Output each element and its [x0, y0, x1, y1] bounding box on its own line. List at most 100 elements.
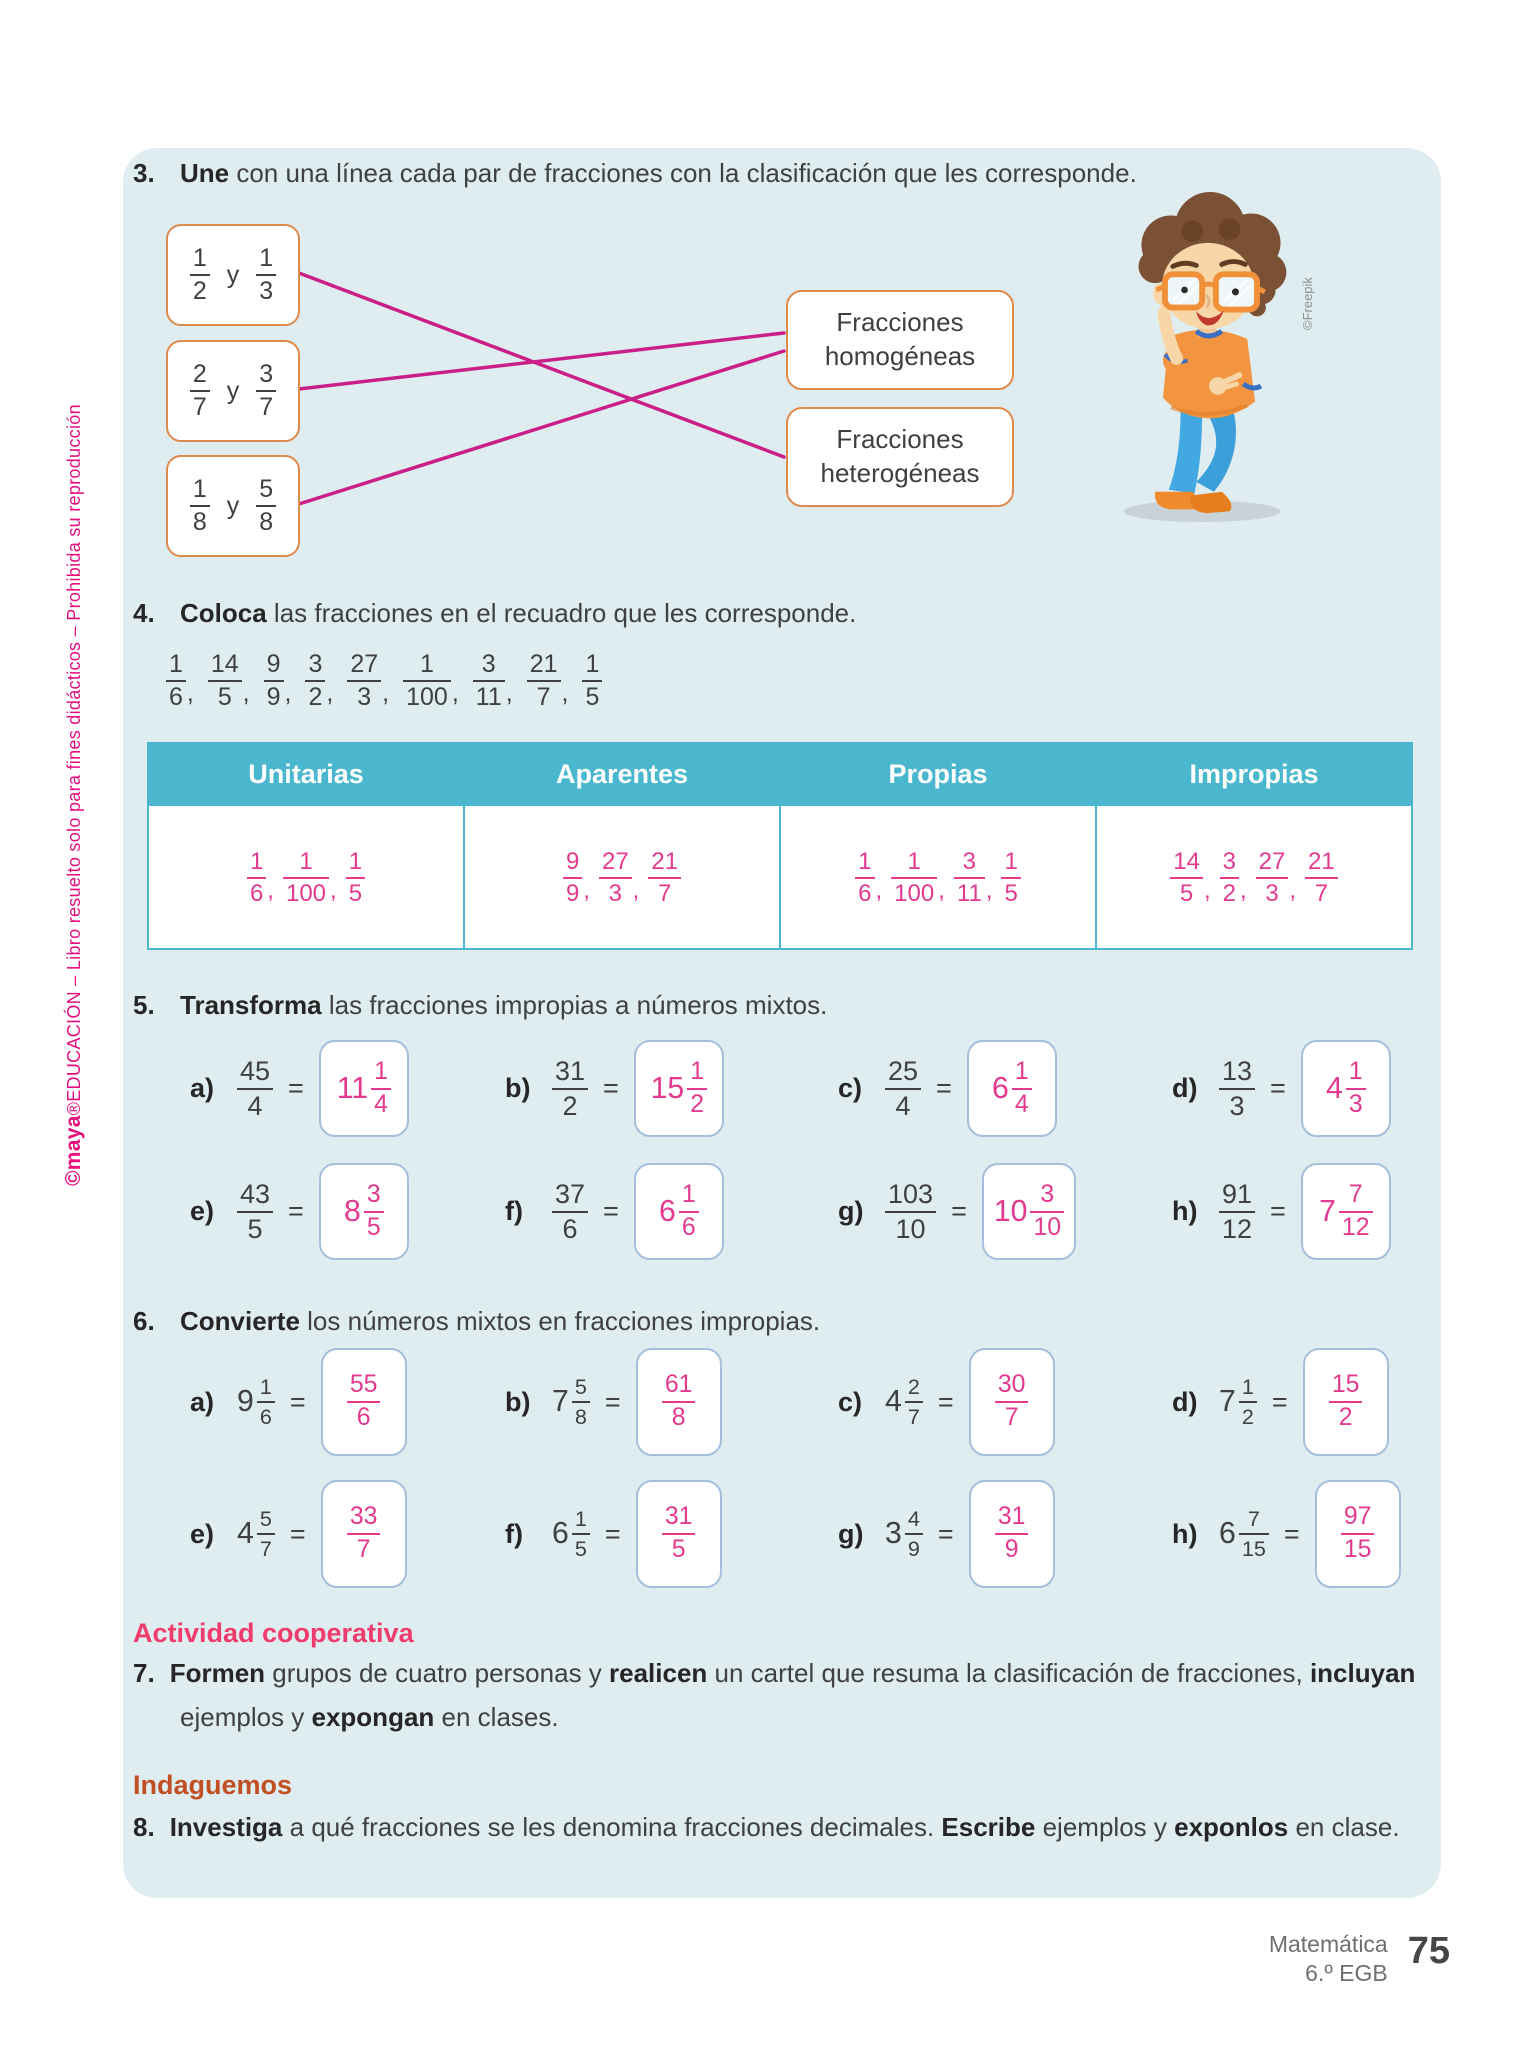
fraction-denominator: 100: [285, 880, 327, 907]
item-label: a): [190, 1073, 215, 1103]
fraction-numerator: 3: [366, 1180, 381, 1208]
fraction-numerator: 55: [349, 1371, 378, 1399]
fraction-numerator: 5: [259, 475, 274, 503]
fraction: 7 15: [1238, 1506, 1269, 1559]
shirt-hem: [1170, 403, 1248, 416]
fraction-numerator: 1: [574, 1506, 587, 1532]
fraction-bar: [953, 877, 985, 879]
fraction-bar: [1345, 1087, 1366, 1090]
fraction-denominator: 7: [192, 393, 207, 421]
fraction-numerator: 9: [266, 650, 281, 678]
column-header: Propias: [779, 742, 1097, 806]
mixed-number: 15 1 2: [651, 1059, 708, 1118]
fraction-denominator: 5: [574, 1536, 587, 1561]
answer-box: 33 7: [320, 1480, 407, 1588]
comma-separator: ,: [326, 679, 334, 707]
fraction-bar: [661, 1401, 696, 1403]
fraction: 1 100: [891, 850, 938, 906]
fraction-bar: [347, 680, 382, 682]
fraction-denominator: 7: [1004, 1404, 1019, 1431]
answer-box: 31 5: [635, 1480, 722, 1588]
hand-finger: [1217, 381, 1239, 392]
fraction-bar: [891, 877, 938, 879]
fraction: 13 3: [1219, 1057, 1256, 1120]
fraction-denominator: 12: [1341, 1213, 1370, 1241]
fraction-bar: [189, 505, 210, 507]
text-run: ejemplos y: [180, 1701, 312, 1732]
fraction-bar: [166, 680, 186, 682]
item-label: e): [190, 1196, 215, 1226]
fraction-denominator: 4: [374, 1090, 388, 1118]
fraction-denominator: 9: [565, 880, 580, 907]
fraction-numerator: 31: [664, 1503, 693, 1531]
fraction-denominator: 100: [406, 683, 448, 711]
exercise5-item: f) 37 6 = 6 1 6: [505, 1163, 724, 1260]
item-label: f): [505, 1518, 523, 1549]
fraction-list: 14 5, 3 2, 27 3, 21 7: [1170, 848, 1338, 906]
fraction-bar: [994, 1401, 1029, 1403]
item-label: b): [505, 1386, 531, 1417]
fraction: 3 11: [472, 652, 505, 710]
fraction: 21 7: [648, 850, 682, 906]
fraction-denominator: 11: [956, 880, 982, 907]
item-label: c): [838, 1386, 863, 1417]
fraction-bar: [885, 1210, 937, 1213]
text-run: ejemplos y: [1035, 1812, 1175, 1842]
fraction-denominator: 5: [671, 1536, 686, 1563]
fraction: 14 5: [207, 652, 242, 710]
fraction-denominator: 4: [247, 1090, 263, 1121]
fraction-bar: [256, 1533, 275, 1535]
table-answer-row: 1 6, 1 100, 1 5 9 9, 27 3, 21 7 1 6, 1 100, 3 11, 1 5 14 5, 3 2…: [147, 804, 1413, 950]
equals-sign: =: [289, 1518, 306, 1549]
exercise6-item: c) 4 2 7 = 30 7: [838, 1348, 1055, 1456]
exercise-number: 7.: [133, 1658, 155, 1688]
text-run: en clase.: [1288, 1812, 1400, 1842]
jeans-leg: [1168, 411, 1203, 494]
fraction: 31 5: [661, 1503, 696, 1563]
fraction-numerator: 61: [664, 1371, 693, 1399]
equals-sign: =: [1271, 1386, 1288, 1417]
fraction-denominator: 6: [169, 683, 183, 711]
classification-box: Fracciones heterogéneas: [786, 407, 1014, 507]
hand-finger: [1216, 372, 1243, 387]
copyright-notice: ®EDUCACIÓN – Libro resuelto solo para fi…: [64, 404, 84, 1116]
answer-box: 15 2: [1302, 1348, 1389, 1456]
fraction-list: 1 6, 14 5, 9 9, 3 2, 27 3, 1 100, 3 11, 21 7, 1 5: [166, 650, 603, 711]
fraction-bar: [263, 680, 284, 682]
fraction: 61 8: [661, 1371, 696, 1431]
fraction: 37 6: [552, 1180, 589, 1243]
equals-sign: =: [951, 1196, 967, 1226]
comma-separator: ,: [186, 679, 194, 707]
fraction-bar: [904, 1533, 923, 1535]
fraction-list: 1 6, 1 100, 1 5: [246, 850, 366, 907]
fraction-denominator: 5: [348, 880, 363, 907]
item-label: d): [1172, 1073, 1198, 1103]
fraction-numerator: 3: [1222, 848, 1236, 875]
text-run: los números mixtos en fracciones impropi…: [299, 1306, 821, 1336]
fraction: 97 15: [1340, 1504, 1375, 1563]
comma-separator: ,: [382, 679, 390, 707]
fraction-numerator: 1: [420, 650, 434, 678]
fraction-numerator: 7: [1247, 1506, 1260, 1532]
conjunction: y: [226, 376, 240, 405]
fraction-denominator: 2: [690, 1090, 705, 1118]
fraction-numerator: 31: [555, 1055, 586, 1086]
fraction: 33 7: [346, 1504, 381, 1563]
mixed-number: 7 7 12: [1319, 1182, 1373, 1241]
equals-sign: =: [288, 1196, 304, 1226]
indaguemos-heading: Indaguemos: [133, 1770, 293, 1800]
bold-text: exponlos: [1174, 1812, 1289, 1842]
exercise-number: 3.: [133, 158, 155, 188]
fraction-bar: [1255, 877, 1289, 879]
fraction: 15 2: [1328, 1372, 1363, 1431]
exercise-number: 6.: [133, 1306, 155, 1336]
